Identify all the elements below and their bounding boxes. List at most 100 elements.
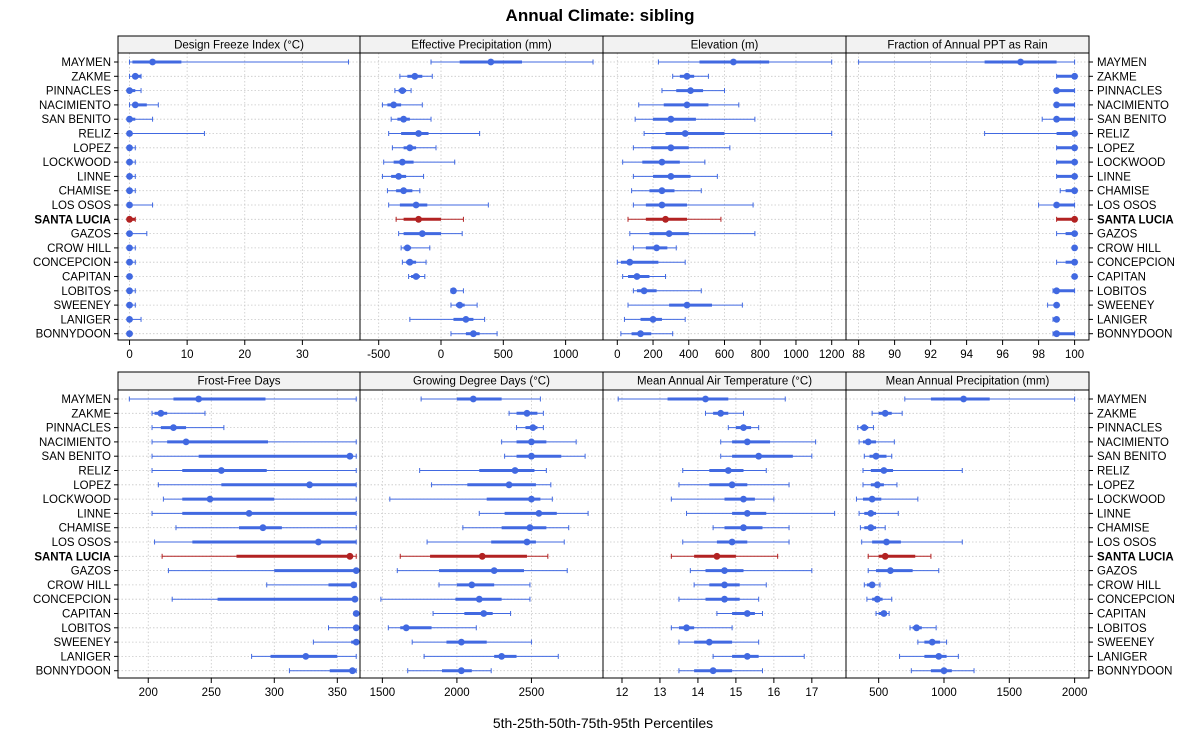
row-capitan <box>352 610 360 617</box>
median-point <box>126 287 133 295</box>
row-label-left: LOS OSOS <box>52 200 112 212</box>
median-point <box>1053 115 1060 123</box>
median-point <box>511 467 519 474</box>
row-gazos <box>689 567 813 574</box>
median-point <box>126 316 133 323</box>
row-crow-hill <box>632 244 677 252</box>
row-crow-hill <box>400 244 431 252</box>
row-santa-lucia <box>627 215 722 223</box>
median-point <box>880 610 888 617</box>
row-chamise <box>126 187 136 195</box>
row-reliz <box>126 130 205 137</box>
median-point <box>687 87 694 94</box>
row-gazos <box>629 230 756 238</box>
row-bonnydoon <box>126 330 133 338</box>
median-point <box>868 581 876 589</box>
row-laniger <box>1052 316 1060 323</box>
row-label-left: CHAMISE <box>59 523 112 535</box>
median-point <box>860 424 868 431</box>
median-point <box>468 581 476 589</box>
row-label-right: CROW HILL <box>1097 243 1162 255</box>
median-point <box>1071 215 1078 223</box>
row-maymen <box>657 58 833 66</box>
row-reliz <box>419 467 547 474</box>
median-point <box>523 538 531 546</box>
median-point <box>315 538 322 546</box>
median-point <box>1053 301 1060 309</box>
x-tick-label: 400 <box>679 349 698 361</box>
panel-title: Frost-Free Days <box>197 376 280 388</box>
row-lockwood <box>389 495 553 503</box>
median-point <box>217 467 225 474</box>
x-tick-label: 16 <box>767 687 780 699</box>
row-label-left: LOBITOS <box>61 286 111 298</box>
row-chamise <box>386 187 421 195</box>
x-tick-label: 500 <box>869 687 888 699</box>
panel-background <box>603 390 846 678</box>
panel-fraction-of-annual-ppt-as-rain: Fraction of Annual PPT as Rain 88 90 92 94 96… <box>845 35 1090 361</box>
row-zakme <box>129 72 142 80</box>
row-label-left: LINNE <box>77 508 111 520</box>
median-point <box>1071 230 1078 238</box>
panel-border <box>845 389 1090 679</box>
row-pinnacles <box>727 424 760 431</box>
row-label-right: SAN BENITO <box>1097 451 1166 463</box>
x-tick-label: 90 <box>888 349 901 361</box>
median-point <box>457 667 465 675</box>
row-label-left: PINNACLES <box>46 86 112 98</box>
median-point <box>667 173 675 180</box>
row-label-left: LANIGER <box>61 651 112 663</box>
row-laniger <box>712 653 805 660</box>
row-capitan <box>126 273 133 280</box>
median-point <box>743 438 751 446</box>
x-tick-label: 0 <box>614 349 620 361</box>
median-point <box>928 638 936 646</box>
median-point <box>126 158 133 166</box>
median-point <box>881 409 889 417</box>
median-point <box>475 595 483 603</box>
x-tick-label: 20 <box>238 349 251 361</box>
row-label-right: LANIGER <box>1097 314 1148 326</box>
row-label-left: SWEENEY <box>53 300 111 312</box>
row-lobitos <box>670 624 733 632</box>
median-point <box>126 301 133 309</box>
median-point <box>702 395 709 403</box>
median-point <box>457 638 465 646</box>
median-point <box>350 581 358 589</box>
median-point <box>126 187 133 195</box>
row-label-left: LOBITOS <box>61 623 111 635</box>
row-label-right: RELIZ <box>1097 466 1130 478</box>
row-label-right: CHAMISE <box>1097 523 1150 535</box>
median-point <box>126 130 133 137</box>
row-linne <box>858 510 899 517</box>
x-tick-label: 2500 <box>519 687 545 699</box>
row-sweeney <box>678 638 760 646</box>
row-label-right: ZAKME <box>1097 71 1137 83</box>
row-label-left: NACIMIENTO <box>39 100 111 112</box>
row-santa-lucia <box>867 552 932 560</box>
x-tick-label: 350 <box>328 687 347 699</box>
median-point <box>883 538 890 546</box>
median-point <box>412 273 420 280</box>
row-chamise <box>1059 187 1078 195</box>
median-point <box>126 330 133 338</box>
row-label-left: GAZOS <box>71 229 112 241</box>
median-point <box>126 215 133 223</box>
row-sweeney <box>411 638 532 646</box>
row-bonnydoon <box>450 330 498 338</box>
row-gazos <box>167 567 360 574</box>
median-point <box>259 524 267 532</box>
row-reliz <box>682 467 767 474</box>
row-linne <box>478 510 589 517</box>
row-label-left: CROW HILL <box>47 243 112 255</box>
x-tick-label: 92 <box>924 349 937 361</box>
row-label-right: LOCKWOOD <box>1097 157 1165 169</box>
row-chamise <box>631 187 702 195</box>
x-tick-label: 0 <box>126 349 132 361</box>
x-tick-label: 600 <box>715 349 734 361</box>
row-reliz <box>862 467 963 474</box>
row-sweeney <box>627 301 743 309</box>
row-concepcion <box>678 595 760 603</box>
x-tick-label: 800 <box>751 349 770 361</box>
median-point <box>721 581 728 589</box>
